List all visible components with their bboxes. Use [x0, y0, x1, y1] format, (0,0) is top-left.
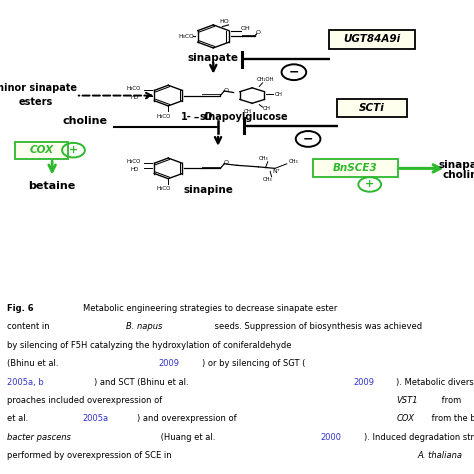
Text: O: O	[224, 88, 228, 92]
Text: H₃CO: H₃CO	[156, 186, 171, 191]
Text: sinapate: sinapate	[188, 53, 239, 63]
Text: HO: HO	[219, 19, 229, 24]
Text: Fig. 6: Fig. 6	[7, 304, 36, 313]
Text: by silencing of F5H catalyzing the hydroxylation of coniferaldehyde: by silencing of F5H catalyzing the hydro…	[7, 341, 292, 350]
Text: SCTi: SCTi	[359, 103, 385, 113]
Text: +: +	[365, 180, 374, 190]
Text: H₃CO: H₃CO	[179, 34, 194, 39]
Text: sinapoylglucose: sinapoylglucose	[200, 112, 288, 122]
Text: A. thaliana: A. thaliana	[418, 451, 463, 460]
Text: +: +	[69, 145, 78, 155]
Text: ). Induced degradation strategy was: ). Induced degradation strategy was	[364, 433, 474, 442]
Text: sinapine: sinapine	[183, 185, 234, 195]
Text: betaine: betaine	[28, 181, 76, 191]
Text: proaches included overexpression of: proaches included overexpression of	[7, 396, 165, 405]
Text: UGT84A9i: UGT84A9i	[344, 35, 401, 45]
Text: ) or by silencing of SGT (: ) or by silencing of SGT (	[201, 359, 305, 368]
Text: O: O	[204, 112, 212, 122]
Text: seeds. Suppression of biosynthesis was achieved: seeds. Suppression of biosynthesis was a…	[212, 322, 423, 331]
Text: (Bhinu et al.: (Bhinu et al.	[7, 359, 61, 368]
Text: OH: OH	[241, 26, 251, 31]
Text: 2005a, b: 2005a, b	[7, 377, 44, 386]
Text: 2009: 2009	[158, 359, 180, 368]
Text: 1-: 1-	[181, 112, 192, 122]
Text: 2000: 2000	[320, 433, 342, 442]
Text: choline: choline	[63, 116, 108, 126]
Text: ) and overexpression of: ) and overexpression of	[137, 414, 239, 423]
Text: sinapate: sinapate	[438, 160, 474, 170]
Text: H₃CO: H₃CO	[156, 114, 171, 118]
Text: content in: content in	[7, 322, 52, 331]
Text: –: –	[194, 112, 200, 122]
Text: O: O	[256, 30, 261, 35]
Text: from the bacterium: from the bacterium	[428, 414, 474, 423]
Text: CH₃: CH₃	[258, 156, 268, 161]
Text: performed by overexpression of SCE in: performed by overexpression of SCE in	[7, 451, 174, 460]
Text: H₃CO: H₃CO	[127, 159, 141, 164]
Text: OH: OH	[263, 106, 270, 111]
Text: B. napus: B. napus	[126, 322, 163, 331]
Text: COX: COX	[30, 145, 54, 155]
Text: 2005a: 2005a	[83, 414, 109, 423]
Text: CH₃: CH₃	[289, 159, 299, 164]
Text: esters: esters	[18, 97, 53, 107]
FancyBboxPatch shape	[313, 159, 398, 177]
Text: OH: OH	[274, 91, 282, 97]
Text: (Huang et al.: (Huang et al.	[158, 433, 219, 442]
Text: N⁺: N⁺	[273, 169, 280, 174]
FancyBboxPatch shape	[328, 30, 415, 48]
Text: 2009: 2009	[353, 377, 374, 386]
Text: BnSCE3: BnSCE3	[333, 164, 378, 173]
Text: ) and SCT (Bhinu et al.: ) and SCT (Bhinu et al.	[93, 377, 191, 386]
FancyBboxPatch shape	[337, 99, 407, 117]
Text: CH₂OH: CH₂OH	[257, 77, 274, 82]
Text: minor sinapate: minor sinapate	[0, 83, 77, 93]
Text: from: from	[439, 396, 464, 405]
Text: CH₃: CH₃	[263, 177, 273, 182]
Text: H₃CO: H₃CO	[127, 86, 141, 91]
Text: bacter pascens: bacter pascens	[7, 433, 71, 442]
Text: OH: OH	[244, 109, 251, 114]
Text: ). Metabolic diversification ap-: ). Metabolic diversification ap-	[396, 377, 474, 386]
Text: VST1: VST1	[396, 396, 418, 405]
Text: et al.: et al.	[7, 414, 31, 423]
Text: choline: choline	[442, 170, 474, 180]
Text: −: −	[303, 132, 313, 146]
FancyBboxPatch shape	[15, 142, 69, 159]
Text: Metabolic engineering strategies to decrease sinapate ester: Metabolic engineering strategies to decr…	[83, 304, 337, 313]
Text: HO: HO	[130, 167, 139, 173]
Text: O: O	[224, 160, 228, 165]
Text: HO: HO	[130, 95, 139, 100]
Text: −: −	[289, 66, 299, 79]
Text: COX: COX	[396, 414, 414, 423]
